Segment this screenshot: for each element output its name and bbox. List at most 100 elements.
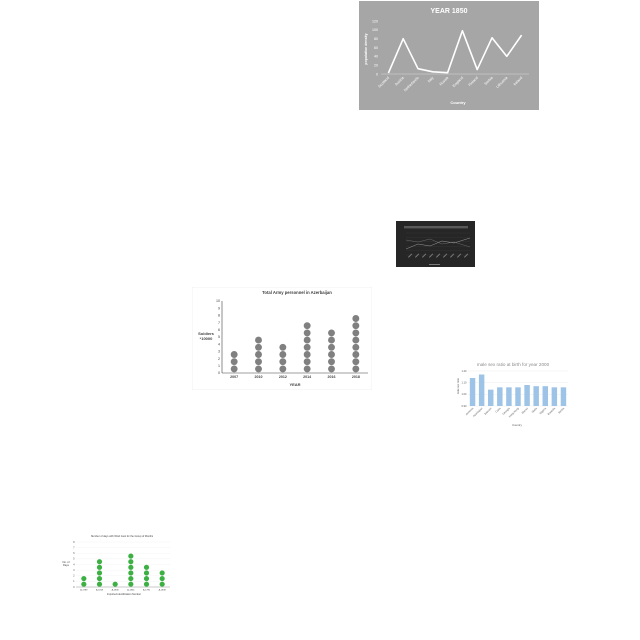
- y-tick-label: 2: [218, 357, 220, 361]
- y-tick-label: 1.10: [461, 381, 467, 385]
- data-point: [112, 581, 118, 587]
- x-tick-label: Bahrain: [483, 406, 493, 416]
- data-point: [328, 365, 335, 373]
- data-point: [96, 559, 103, 565]
- chart-army-personnel: Total Army personnel in Azerbaijan Soldi…: [191, 286, 373, 391]
- chart-title: YEAR 1850: [431, 8, 468, 15]
- plot-background: [396, 221, 475, 267]
- x-tick-label: 2012: [279, 375, 287, 379]
- data-point: [143, 575, 150, 582]
- y-tick-label: 6: [73, 553, 75, 555]
- data-point: [352, 343, 360, 351]
- data-point: [303, 365, 311, 373]
- bar: [478, 374, 485, 406]
- x-tick-label: Italy: [427, 76, 435, 84]
- data-point: [352, 336, 360, 344]
- x-tick-label: Armenia: [465, 406, 475, 416]
- x-tick-label: A-1818: [96, 589, 104, 592]
- bar: [533, 386, 539, 406]
- x-tick-label: Serbia: [557, 406, 566, 415]
- bar: [497, 387, 503, 406]
- x-tick-placeholder: [408, 253, 413, 258]
- series-line: [387, 29, 523, 74]
- data-point: [352, 315, 360, 322]
- data-point: [159, 581, 165, 587]
- y-tick-label: 0.90: [461, 404, 467, 408]
- x-tick-label: Austria: [394, 76, 405, 87]
- y-tick-label: 7: [218, 321, 220, 325]
- bar: [551, 387, 558, 406]
- y-tick-label: 8: [218, 314, 220, 318]
- x-tick-label: Rwanda: [547, 406, 557, 416]
- y-axis-label-line-2: *10000: [200, 336, 213, 341]
- chart-dark-thumbnail: [396, 221, 475, 267]
- data-point: [303, 351, 311, 358]
- chart-year-1850: YEAR 1850 population density Country 0 20…: [359, 1, 539, 110]
- chart-year-1850-svg: YEAR 1850 population density Country 0 20…: [359, 1, 539, 110]
- data-point: [128, 575, 134, 582]
- data-point: [328, 336, 335, 344]
- data-point: [255, 336, 262, 344]
- y-tick-label: 0: [73, 587, 75, 589]
- x-tick-placeholder: [436, 253, 441, 258]
- y-tick-label: 120: [372, 19, 378, 23]
- bar: [515, 387, 521, 406]
- y-tick-label: 100: [372, 28, 378, 32]
- x-tick-label: Azerbaijan: [472, 406, 484, 418]
- x-tick-label: 2014: [303, 375, 311, 379]
- data-point: [328, 329, 335, 337]
- series-line: [405, 238, 471, 248]
- x-tick-placeholder: [415, 253, 420, 258]
- x-tick-placeholder: [443, 253, 448, 258]
- data-point: [128, 559, 134, 565]
- x-tick-placeholder: [422, 253, 427, 258]
- data-point: [128, 564, 134, 570]
- data-point: [303, 358, 311, 366]
- x-tick-label: 2016: [328, 375, 336, 379]
- chart-title: Total Army personnel in Azerbaijan: [262, 290, 332, 295]
- y-axis-label: Soldiers *10000: [198, 331, 215, 341]
- data-point: [303, 322, 311, 330]
- y-tick-label: 2: [73, 576, 75, 578]
- chart-army-personnel-svg: Total Army personnel in Azerbaijan Soldi…: [191, 286, 373, 391]
- data-point: [303, 343, 311, 351]
- data-point: [352, 365, 360, 373]
- plot-background: [359, 1, 539, 110]
- y-tick-label: 3: [218, 350, 220, 354]
- x-axis-label: YEAR: [289, 382, 300, 387]
- x-tick-label: 2007: [230, 375, 238, 379]
- x-tick-placeholder: [429, 253, 434, 258]
- x-tick-label: A-1789: [80, 589, 88, 592]
- y-tick-label: 10: [216, 299, 220, 303]
- y-tick-label: 60: [374, 46, 378, 50]
- data-point: [96, 570, 103, 576]
- data-point: [230, 358, 238, 366]
- chart-dark-thumbnail-svg: [396, 221, 475, 267]
- chart-male-sex-ratio: male sex ratio at birth for year 2000 ma…: [455, 358, 570, 430]
- y-axis-label: male sex ratio: [456, 377, 460, 394]
- data-point: [328, 343, 335, 351]
- x-tick-label: Malta: [531, 406, 539, 414]
- x-tick-label: A-1838: [159, 589, 167, 592]
- y-tick-label: 1.00: [461, 392, 467, 396]
- x-tick-label: 2018: [352, 375, 360, 379]
- data-point: [255, 365, 262, 373]
- chart-title-placeholder: [404, 226, 468, 229]
- x-tick-label: Nigeria: [538, 406, 547, 415]
- y-tick-label: 3: [73, 570, 75, 572]
- data-point: [81, 575, 87, 582]
- x-tick-placeholder: [450, 253, 455, 258]
- y-tick-label: 0: [376, 72, 378, 76]
- y-tick-label: 4: [218, 342, 220, 346]
- data-point: [255, 358, 262, 366]
- chart-wind-gust-days: Number of days with Wind Gust for the Gr…: [58, 532, 174, 598]
- y-tick-label: 1: [218, 364, 220, 368]
- data-point: [352, 351, 360, 358]
- data-point: [159, 570, 165, 576]
- y-tick-label: 8: [73, 542, 75, 544]
- bar: [469, 378, 476, 406]
- series-line: [405, 237, 471, 250]
- y-tick-label: 6: [218, 328, 220, 332]
- y-tick-label: 1.20: [461, 369, 467, 373]
- y-tick-label: 0: [218, 371, 220, 375]
